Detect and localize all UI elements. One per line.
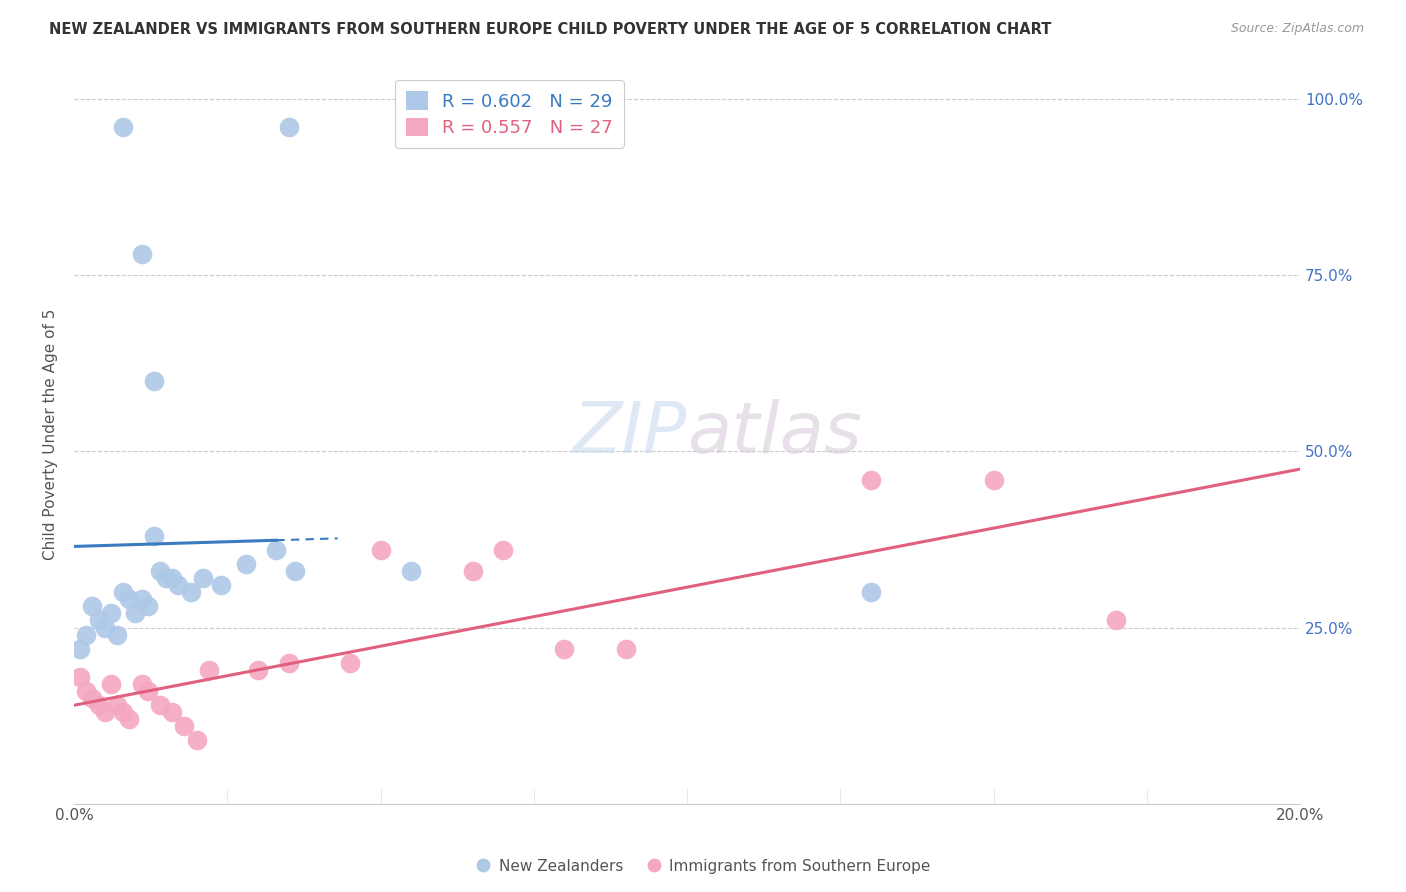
Point	[118, 712, 141, 726]
Text: NEW ZEALANDER VS IMMIGRANTS FROM SOUTHERN EUROPE CHILD POVERTY UNDER THE AGE OF : NEW ZEALANDER VS IMMIGRANTS FROM SOUTHER…	[49, 22, 1052, 37]
Point	[149, 698, 172, 712]
Point	[93, 705, 115, 719]
Point	[105, 698, 128, 712]
Point	[82, 599, 104, 614]
Point	[370, 543, 392, 558]
Point	[87, 698, 110, 712]
Point	[284, 564, 307, 578]
Point	[167, 578, 190, 592]
Point	[983, 473, 1005, 487]
Point	[155, 571, 177, 585]
Point	[112, 705, 135, 719]
Point	[173, 719, 195, 733]
Point	[105, 627, 128, 641]
Point	[277, 656, 299, 670]
Point	[112, 120, 135, 135]
Point	[69, 641, 91, 656]
Point	[75, 684, 97, 698]
Text: ZIP: ZIP	[572, 400, 688, 468]
Point	[75, 627, 97, 641]
Point	[277, 120, 299, 135]
Point	[492, 543, 515, 558]
Point	[180, 585, 202, 599]
Point	[69, 670, 91, 684]
Point	[614, 641, 637, 656]
Point	[191, 571, 214, 585]
Point	[118, 592, 141, 607]
Point	[553, 641, 575, 656]
Point	[461, 564, 484, 578]
Point	[859, 585, 882, 599]
Point	[198, 663, 221, 677]
Point	[235, 557, 257, 571]
Point	[136, 599, 159, 614]
Point	[142, 374, 165, 388]
Point	[100, 607, 122, 621]
Point	[160, 571, 183, 585]
Point	[87, 614, 110, 628]
Point	[859, 473, 882, 487]
Point	[160, 705, 183, 719]
Point	[142, 529, 165, 543]
Point	[82, 690, 104, 705]
Point	[339, 656, 361, 670]
Point	[124, 607, 146, 621]
Point	[131, 677, 153, 691]
Point	[136, 684, 159, 698]
Point	[100, 677, 122, 691]
Legend: R = 0.602   N = 29, R = 0.557   N = 27: R = 0.602 N = 29, R = 0.557 N = 27	[395, 80, 623, 148]
Point	[209, 578, 232, 592]
Point	[1105, 614, 1128, 628]
Text: atlas: atlas	[688, 400, 862, 468]
Point	[246, 663, 269, 677]
Point	[399, 564, 422, 578]
Point	[186, 733, 208, 747]
Point	[149, 564, 172, 578]
Legend: New Zealanders, Immigrants from Southern Europe: New Zealanders, Immigrants from Southern…	[470, 853, 936, 880]
Point	[112, 585, 135, 599]
Point	[131, 247, 153, 261]
Y-axis label: Child Poverty Under the Age of 5: Child Poverty Under the Age of 5	[44, 308, 58, 559]
Text: Source: ZipAtlas.com: Source: ZipAtlas.com	[1230, 22, 1364, 36]
Point	[131, 592, 153, 607]
Point	[93, 621, 115, 635]
Point	[266, 543, 288, 558]
